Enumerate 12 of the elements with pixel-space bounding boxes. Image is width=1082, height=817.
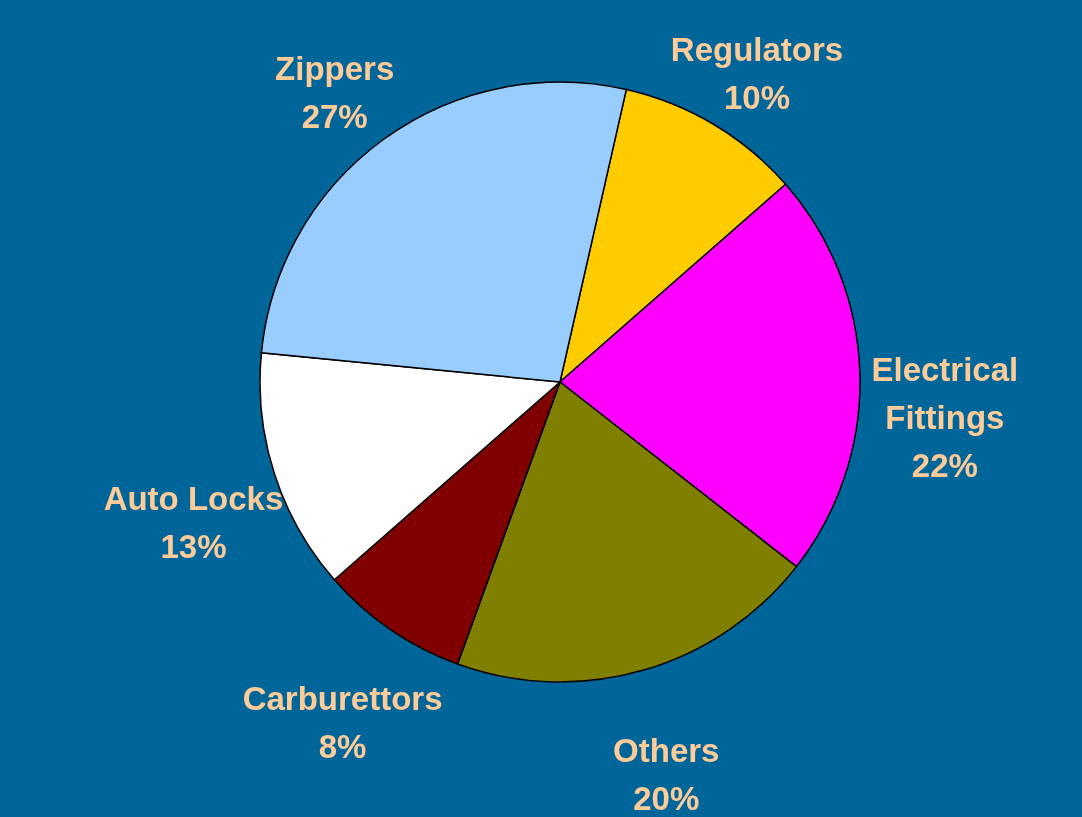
data-label: 22% [911, 447, 978, 485]
data-label: 10% [723, 79, 791, 117]
data-label: 20% [633, 780, 700, 817]
data-label: 13% [160, 527, 227, 565]
slice-label: Regulators [670, 31, 844, 69]
slice-label: Others [613, 732, 720, 770]
slice-label: Auto Locks [103, 479, 284, 517]
data-label: 27% [301, 97, 368, 135]
slice-label: Zippers [275, 49, 395, 87]
data-label: 8% [318, 727, 367, 765]
slice-label: Electrical Fittings [871, 351, 1019, 437]
slice-label: Carburettors [242, 679, 443, 717]
